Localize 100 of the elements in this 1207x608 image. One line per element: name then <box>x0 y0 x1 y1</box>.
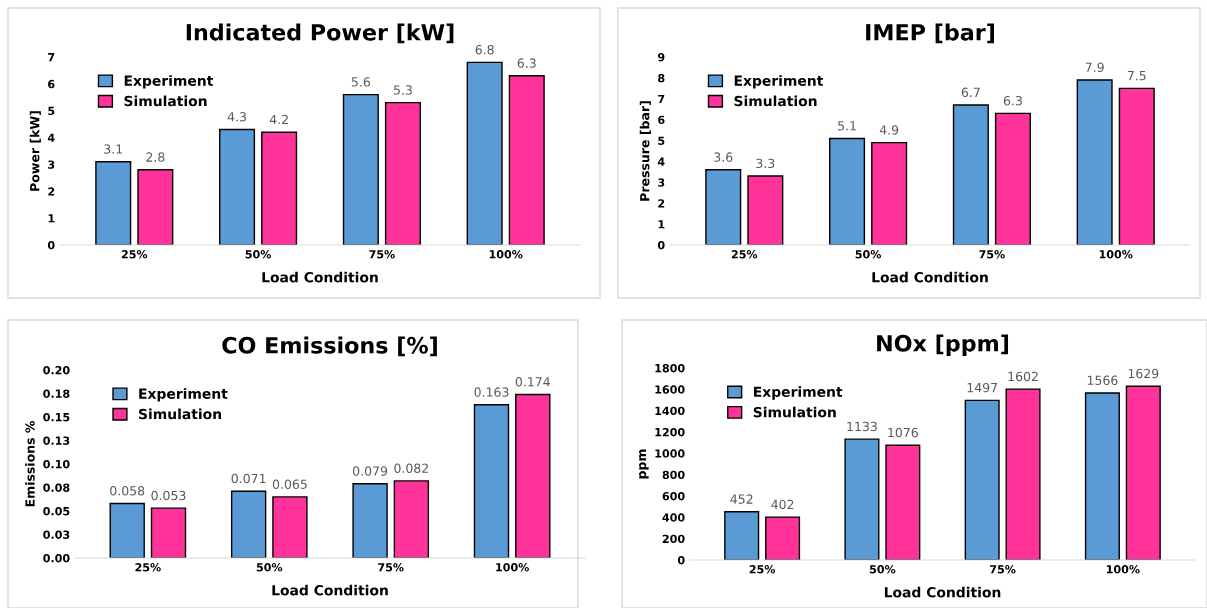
y-tick-label: 4 <box>47 133 55 142</box>
data-label: 3.6 <box>714 152 733 162</box>
data-label: 5.1 <box>838 121 856 131</box>
y-tick-label: 6 <box>658 115 665 125</box>
bar <box>705 169 742 245</box>
data-label: 0.174 <box>515 377 550 387</box>
x-axis-title: Load Condition <box>262 271 378 283</box>
bar <box>466 61 503 245</box>
data-label: 4.3 <box>227 112 246 122</box>
data-label: 1133 <box>847 421 877 432</box>
bar <box>829 137 866 245</box>
legend-label: Simulation <box>734 95 817 107</box>
y-tick-label: 8 <box>658 73 665 83</box>
legend-label: Experiment <box>734 75 824 89</box>
data-label: 1629 <box>1128 368 1159 379</box>
data-label: 1566 <box>1087 375 1118 385</box>
data-label: 5.6 <box>351 77 371 87</box>
y-tick-label: 0.20 <box>43 365 70 375</box>
y-tick-label: 600 <box>662 491 685 501</box>
bar <box>393 480 430 558</box>
bar <box>765 516 801 560</box>
y-tick-label: 0 <box>47 240 55 250</box>
y-tick-label: 9 <box>657 52 665 62</box>
y-tick-label: 0.18 <box>43 389 70 398</box>
data-label: 0.079 <box>353 466 388 476</box>
data-label: 1497 <box>967 382 998 393</box>
legend-label: Simulation <box>124 95 207 107</box>
legend-label: Simulation <box>753 406 836 418</box>
y-tick-label: 0.05 <box>43 506 70 516</box>
bar <box>515 393 551 558</box>
x-tick-label: 50% <box>869 565 896 574</box>
bar <box>261 131 298 245</box>
legend-label: Simulation <box>139 408 221 420</box>
data-label: 0.071 <box>231 473 266 484</box>
y-axis-title: Power [kW] <box>29 111 41 191</box>
bar <box>95 161 132 245</box>
x-tick-label: 100% <box>489 250 523 259</box>
x-tick-label: 50% <box>256 563 283 572</box>
chart-title: CO Emissions [%] <box>222 336 437 357</box>
data-label: 0.065 <box>272 479 307 489</box>
x-axis-title: Load Condition <box>272 584 388 596</box>
bar <box>137 169 174 245</box>
y-tick-label: 1 <box>48 214 55 223</box>
data-label: 0.058 <box>110 486 145 496</box>
y-tick-label: 1200 <box>655 427 685 437</box>
y-tick-label: 0 <box>657 240 665 250</box>
y-tick-label: 2 <box>48 187 55 196</box>
y-tick-label: 0.13 <box>43 436 70 445</box>
y-tick-label: 5 <box>658 136 665 145</box>
data-label: 6.3 <box>1003 95 1022 106</box>
legend-label: Experiment <box>754 386 843 400</box>
x-tick-label: 25% <box>135 563 161 572</box>
data-label: 7.9 <box>1085 62 1104 72</box>
chart-title: NOx [ppm] <box>877 334 1009 356</box>
data-label: 3.1 <box>104 144 123 154</box>
bar <box>885 444 921 560</box>
y-tick-label: 4 <box>657 157 665 166</box>
y-tick-label: 400 <box>662 513 685 522</box>
bar <box>1005 388 1041 560</box>
bar <box>1076 79 1113 245</box>
bar <box>1084 392 1120 560</box>
bar <box>508 75 545 245</box>
x-tick-label: 75% <box>369 250 395 259</box>
bar <box>1118 87 1155 245</box>
data-label: 2.8 <box>146 152 165 162</box>
bar <box>219 128 256 245</box>
legend-label: Experiment <box>124 75 214 89</box>
bar <box>352 483 388 558</box>
y-tick-label: 0.00 <box>43 553 70 563</box>
y-tick-label: 0 <box>677 555 685 565</box>
y-tick-label: 3 <box>48 160 55 169</box>
y-tick-label: 0.08 <box>43 483 70 492</box>
y-tick-label: 1000 <box>655 449 685 458</box>
data-label: 7.5 <box>1127 71 1146 81</box>
bar <box>1125 385 1161 560</box>
data-label: 3.3 <box>756 158 775 169</box>
x-tick-label: 25% <box>121 250 148 259</box>
x-tick-label: 100% <box>1106 565 1140 574</box>
data-label: 0.053 <box>151 490 186 501</box>
bar <box>230 490 267 558</box>
y-tick-label: 200 <box>662 534 685 544</box>
y-tick-label: 800 <box>662 470 685 480</box>
x-axis-title: Load Condition <box>872 271 988 283</box>
x-tick-label: 25% <box>749 565 776 574</box>
data-label: 452 <box>730 494 753 504</box>
x-tick-label: 100% <box>496 563 529 572</box>
data-label: 0.163 <box>474 387 509 397</box>
data-label: 6.3 <box>517 58 536 68</box>
bar <box>150 507 187 558</box>
data-label: 4.9 <box>879 125 899 135</box>
x-tick-label: 75% <box>378 563 404 572</box>
data-label: 0.082 <box>394 463 428 473</box>
y-tick-label: 1400 <box>655 406 685 416</box>
y-tick-label: 0.10 <box>43 459 70 469</box>
x-axis-title: Load Condition <box>884 586 1001 598</box>
y-tick-label: 5 <box>48 106 55 116</box>
legend-label: Experiment <box>139 388 228 402</box>
bar <box>871 141 908 245</box>
data-label: 4.2 <box>269 114 288 125</box>
chart-title: IMEP [bar] <box>866 23 994 44</box>
